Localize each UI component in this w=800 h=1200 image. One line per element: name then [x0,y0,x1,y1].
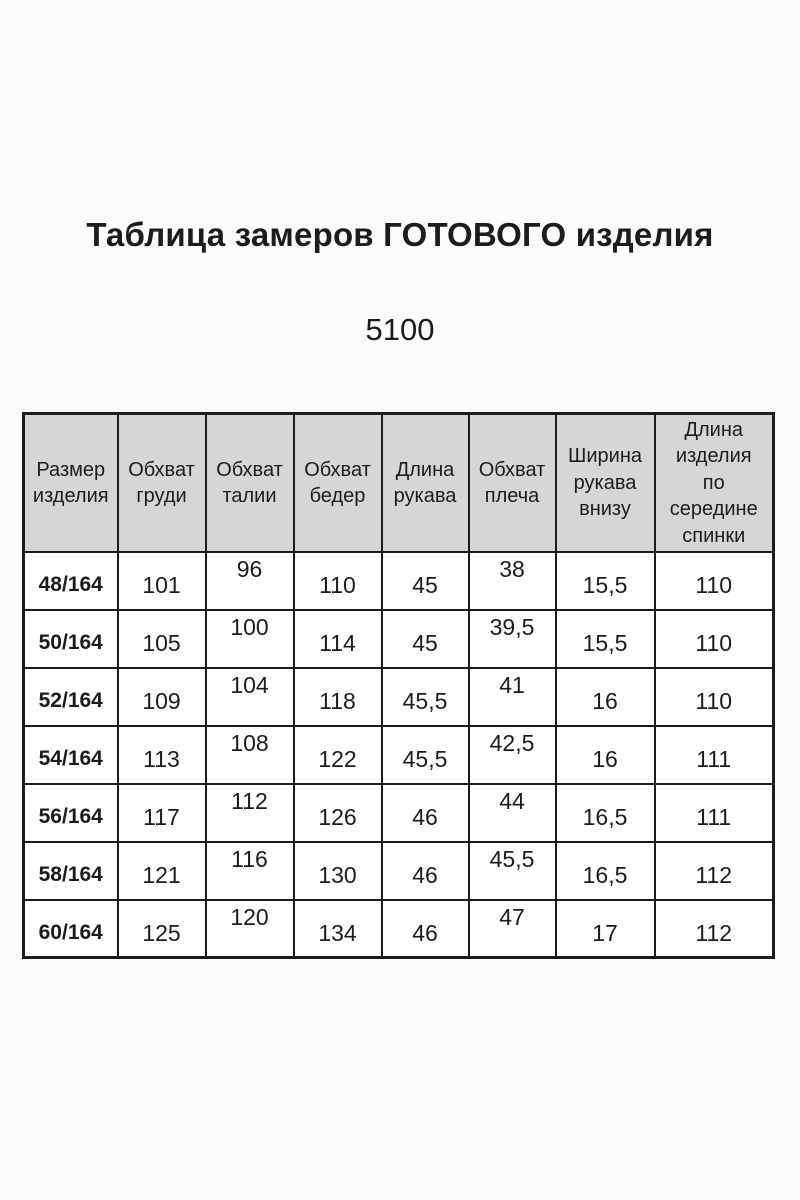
value-cell: 120 [204,898,295,959]
value-cell: 112 [653,840,775,901]
value-cell: 110 [653,550,775,611]
header-shoulder-girth: Обхват плеча [467,412,557,553]
measurements-table: Размер изделия Обхват груди Обхват талии… [22,412,775,960]
value-cell: 117 [116,782,207,843]
page-title: Таблица замеров ГОТОВОГО изделия [86,216,714,253]
value-cell: 100 [204,608,295,669]
value-cell: 15,5 [554,608,656,669]
header-product-size: Размер изделия [22,412,119,553]
value-cell: 113 [116,724,207,785]
value-cell: 16,5 [554,782,656,843]
value-cell: 17 [554,898,656,959]
value-cell: 116 [204,840,295,901]
table-row: 54/164 113 108 122 45,5 42,5 16 111 [22,724,775,785]
size-cell: 48/164 [22,550,119,611]
table-row: 52/164 109 104 118 45,5 41 16 110 [22,666,775,727]
value-cell: 16 [554,666,656,727]
header-sleeve-length: Длина рукава [380,412,470,553]
size-cell: 52/164 [22,666,119,727]
value-cell: 110 [292,550,383,611]
value-cell: 104 [204,666,295,727]
value-cell: 111 [653,782,775,843]
size-cell: 58/164 [22,840,119,901]
value-cell: 41 [467,666,557,727]
header-hip-girth: Обхват бедер [292,412,383,553]
value-cell: 45 [380,608,470,669]
value-cell: 42,5 [467,724,557,785]
table-row: 48/164 101 96 110 45 38 15,5 110 [22,550,775,611]
header-waist-girth: Обхват талии [204,412,295,553]
value-cell: 126 [292,782,383,843]
value-cell: 121 [116,840,207,901]
value-cell: 46 [380,898,470,959]
table-row: 60/164 125 120 134 46 47 17 112 [22,898,775,959]
table-row: 56/164 117 112 126 46 44 16,5 111 [22,782,775,843]
value-cell: 110 [653,666,775,727]
value-cell: 45 [380,550,470,611]
value-cell: 46 [380,782,470,843]
header-sleeve-width-bottom: Ширина рукава внизу [554,412,656,553]
value-cell: 45,5 [467,840,557,901]
value-cell: 105 [116,608,207,669]
value-cell: 114 [292,608,383,669]
table-row: 50/164 105 100 114 45 39,5 15,5 110 [22,608,775,669]
value-cell: 45,5 [380,724,470,785]
value-cell: 112 [204,782,295,843]
value-cell: 108 [204,724,295,785]
value-cell: 96 [204,550,295,611]
value-cell: 16,5 [554,840,656,901]
model-number: 5100 [365,312,435,347]
value-cell: 101 [116,550,207,611]
value-cell: 38 [467,550,557,611]
table-row: 58/164 121 116 130 46 45,5 16,5 112 [22,840,775,901]
header-back-length: Длина изделия по середине спинки [653,412,775,553]
value-cell: 122 [292,724,383,785]
value-cell: 125 [116,898,207,959]
value-cell: 39,5 [467,608,557,669]
size-cell: 56/164 [22,782,119,843]
value-cell: 16 [554,724,656,785]
size-cell: 60/164 [22,898,119,959]
value-cell: 44 [467,782,557,843]
header-chest-girth: Обхват груди [116,412,207,553]
value-cell: 47 [467,898,557,959]
value-cell: 130 [292,840,383,901]
table-header-row: Размер изделия Обхват груди Обхват талии… [22,412,775,553]
size-cell: 54/164 [22,724,119,785]
value-cell: 134 [292,898,383,959]
value-cell: 111 [653,724,775,785]
value-cell: 109 [116,666,207,727]
value-cell: 112 [653,898,775,959]
value-cell: 46 [380,840,470,901]
table-body: 48/164 101 96 110 45 38 15,5 110 50/164 105 100 114… [22,550,775,959]
value-cell: 45,5 [380,666,470,727]
value-cell: 15,5 [554,550,656,611]
value-cell: 110 [653,608,775,669]
value-cell: 118 [292,666,383,727]
size-cell: 50/164 [22,608,119,669]
